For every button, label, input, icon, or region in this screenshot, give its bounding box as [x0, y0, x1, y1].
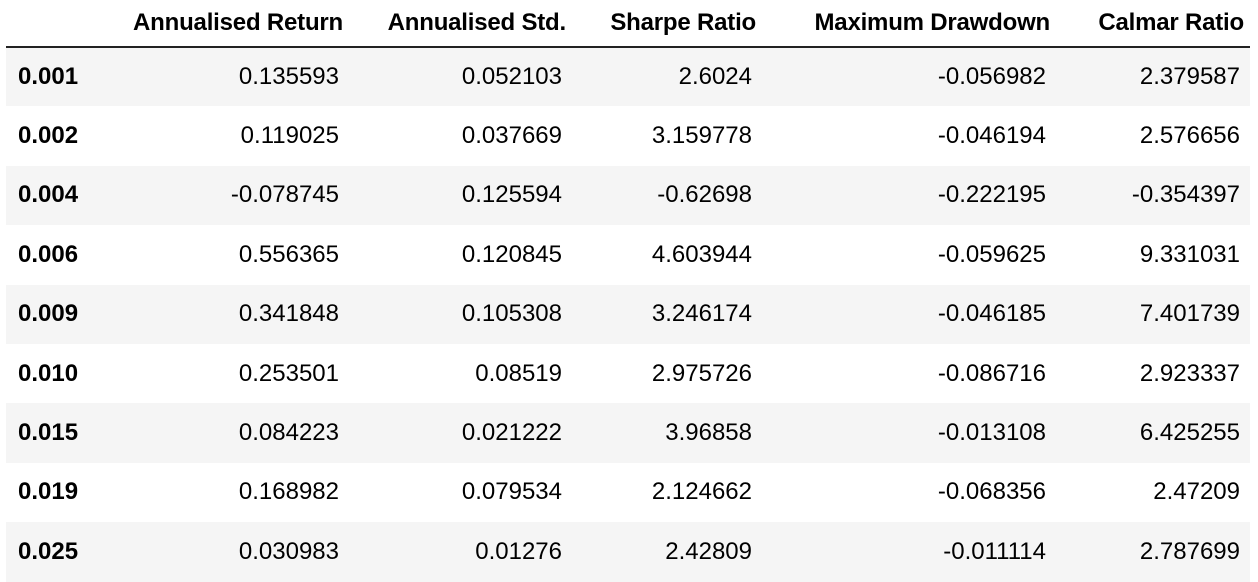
column-header-annualised-return: Annualised Return: [98, 0, 349, 48]
cell-sharpe-ratio: 2.6024: [678, 63, 752, 91]
cell-sharpe-ratio: 3.96858: [665, 419, 752, 447]
cell-annualised-return: -0.078745: [230, 181, 339, 209]
cell-annualised-return: 0.253501: [238, 359, 339, 387]
table-row: 0.009 0.341848 0.105308 3.246174 -0.0461…: [6, 284, 1250, 344]
table-row: 0.001 0.135593 0.052103 2.6024 -0.056982…: [6, 47, 1250, 107]
header-row: Annualised Return Annualised Std. Sharpe…: [6, 0, 1250, 48]
cell-calmar-ratio: 2.923337: [1139, 359, 1240, 387]
row-index: 0.002: [18, 122, 79, 150]
table-header: Annualised Return Annualised Std. Sharpe…: [6, 0, 1250, 48]
cell-annualised-return: 0.168982: [238, 478, 339, 506]
cell-calmar-ratio: 6.425255: [1139, 419, 1240, 447]
column-header-calmar-ratio: Calmar Ratio: [1056, 0, 1250, 48]
row-index: 0.009: [18, 300, 79, 328]
cell-calmar-ratio: 9.331031: [1139, 240, 1240, 268]
column-header-annualised-std: Annualised Std.: [349, 0, 572, 48]
cell-annualised-std: 0.079534: [461, 478, 562, 506]
row-index: 0.001: [18, 63, 79, 91]
row-index: 0.015: [18, 419, 79, 447]
cell-annualised-std: 0.125594: [461, 181, 562, 209]
column-header-maximum-drawdown: Maximum Drawdown: [762, 0, 1056, 48]
cell-sharpe-ratio: 3.246174: [651, 300, 752, 328]
table-body: 0.001 0.135593 0.052103 2.6024 -0.056982…: [6, 47, 1250, 582]
cell-annualised-return: 0.556365: [238, 240, 339, 268]
cell-sharpe-ratio: 2.975726: [651, 359, 752, 387]
cell-maximum-drawdown: -0.068356: [937, 478, 1046, 506]
cell-annualised-std: 0.021222: [461, 419, 562, 447]
cell-maximum-drawdown: -0.046185: [937, 300, 1046, 328]
cell-calmar-ratio: 2.787699: [1139, 537, 1240, 565]
column-header-sharpe-ratio: Sharpe Ratio: [572, 0, 762, 48]
table-row: 0.025 0.030983 0.01276 2.42809 -0.011114…: [6, 522, 1250, 582]
index-header: [6, 0, 98, 48]
cell-annualised-return: 0.119025: [240, 122, 339, 150]
cell-maximum-drawdown: -0.013108: [937, 419, 1046, 447]
table-row: 0.015 0.084223 0.021222 3.96858 -0.01310…: [6, 403, 1250, 463]
cell-annualised-return: 0.030983: [238, 537, 339, 565]
cell-annualised-std: 0.01276: [475, 537, 562, 565]
cell-annualised-std: 0.08519: [475, 359, 562, 387]
cell-annualised-std: 0.120845: [461, 240, 562, 268]
row-index: 0.025: [18, 537, 79, 565]
cell-sharpe-ratio: 3.159778: [651, 122, 752, 150]
cell-maximum-drawdown: -0.056982: [937, 63, 1046, 91]
cell-annualised-return: 0.135593: [238, 63, 339, 91]
row-index: 0.004: [18, 181, 79, 209]
row-index: 0.010: [18, 359, 79, 387]
results-table: Annualised Return Annualised Std. Sharpe…: [6, 0, 1250, 582]
cell-sharpe-ratio: 2.42809: [665, 537, 752, 565]
cell-annualised-std: 0.037669: [461, 122, 562, 150]
table-row: 0.006 0.556365 0.120845 4.603944 -0.0596…: [6, 225, 1250, 285]
table-row: 0.002 0.119025 0.037669 3.159778 -0.0461…: [6, 106, 1250, 166]
row-index: 0.019: [18, 478, 79, 506]
table-row: 0.010 0.253501 0.08519 2.975726 -0.08671…: [6, 343, 1250, 404]
cell-maximum-drawdown: -0.046194: [937, 122, 1046, 150]
table-row: 0.019 0.168982 0.079534 2.124662 -0.0683…: [6, 462, 1250, 523]
cell-annualised-return: 0.084223: [238, 419, 339, 447]
cell-calmar-ratio: 2.47209: [1153, 478, 1240, 506]
cell-calmar-ratio: 2.379587: [1139, 63, 1240, 91]
cell-sharpe-ratio: 2.124662: [651, 478, 752, 506]
cell-maximum-drawdown: -0.086716: [937, 359, 1046, 387]
cell-sharpe-ratio: -0.62698: [657, 181, 752, 209]
cell-annualised-std: 0.052103: [461, 63, 562, 91]
cell-sharpe-ratio: 4.603944: [651, 240, 752, 268]
cell-maximum-drawdown: -0.222195: [937, 181, 1046, 209]
cell-annualised-return: 0.341848: [238, 300, 339, 328]
cell-calmar-ratio: 2.576656: [1139, 122, 1240, 150]
table-row: 0.004 -0.078745 0.125594 -0.62698 -0.222…: [6, 165, 1250, 226]
cell-annualised-std: 0.105308: [461, 300, 562, 328]
cell-calmar-ratio: 7.401739: [1139, 300, 1240, 328]
cell-maximum-drawdown: -0.059625: [937, 240, 1046, 268]
cell-maximum-drawdown: -0.011114: [943, 537, 1046, 565]
cell-calmar-ratio: -0.354397: [1131, 181, 1240, 209]
row-index: 0.006: [18, 240, 79, 268]
